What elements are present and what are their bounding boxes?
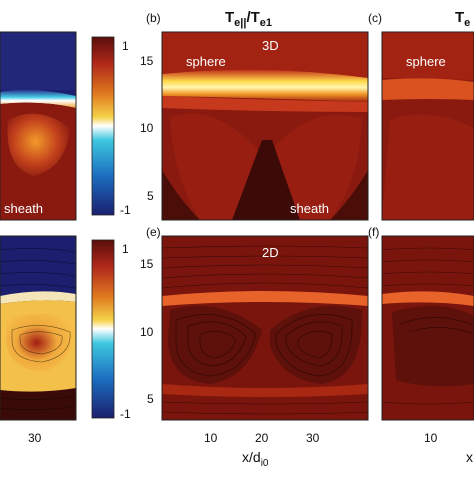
panel-e-label: (e): [146, 225, 161, 239]
x-axis-label-right-partial: x: [466, 449, 473, 465]
panel-c-sphere-label: sphere: [406, 54, 446, 69]
left-top-panel: [0, 32, 76, 220]
panel-c-heatmap: [382, 32, 474, 220]
colorbar-top: [91, 36, 115, 216]
panel-b-ytick: 10: [140, 121, 154, 135]
panel-e-xtick: 20: [255, 431, 269, 445]
panel-b-yticks: 15 10 5: [140, 54, 154, 203]
panel-f-heatmap: [382, 236, 474, 420]
left-bottom-frame: [0, 235, 77, 421]
colorbar-bottom-tick-max: 1: [122, 242, 129, 256]
panel-b-sheath-label: sheath: [290, 201, 329, 216]
left-top-sheath-label: sheath: [4, 201, 43, 216]
left-bottom-xtick-30: 30: [28, 431, 42, 445]
panel-f-label: (f): [368, 225, 379, 239]
figure-title: Te||/Te1: [225, 9, 272, 29]
panel-e-mode-label: 2D: [262, 245, 279, 260]
panel-e-yticks: 15 10 5: [140, 257, 154, 406]
panel-b-mode-label: 3D: [262, 38, 279, 53]
figure-title-right-partial: Te: [455, 9, 470, 29]
x-axis-label: x/di0: [242, 449, 269, 469]
panel-e-frame: [161, 235, 369, 421]
panel-e-field-lines: [162, 245, 368, 415]
panel-c-frame: [381, 31, 474, 221]
panel-e-heatmap: [162, 236, 368, 420]
panel-e-ytick: 10: [140, 325, 154, 339]
panel-e-xtick: 10: [204, 431, 218, 445]
panel-e-ytick: 15: [140, 257, 154, 271]
panel-b-heatmap: [162, 32, 368, 220]
panel-b-frame: [161, 31, 369, 221]
colorbar-top-tick-max: 1: [122, 39, 129, 53]
panel-c-label: (c): [368, 11, 382, 25]
panel-e-xticks: 10 20 30: [204, 431, 320, 445]
panel-f-frame: [381, 235, 474, 421]
panel-b-label: (b): [146, 11, 161, 25]
panel-e-xtick: 30: [306, 431, 320, 445]
panel-b-ytick: 5: [147, 189, 154, 203]
colorbar-top-tick-min: -1: [120, 203, 131, 217]
panel-f-xtick: 10: [424, 431, 438, 445]
panel-b-ytick: 15: [140, 54, 154, 68]
panel-e-ytick: 5: [147, 392, 154, 406]
colorbar-bottom: [91, 239, 115, 419]
panel-b-sphere-label: sphere: [186, 54, 226, 69]
left-bottom-panel: [0, 236, 76, 420]
colorbar-bottom-tick-min: -1: [120, 407, 131, 421]
left-top-frame: [0, 31, 77, 221]
